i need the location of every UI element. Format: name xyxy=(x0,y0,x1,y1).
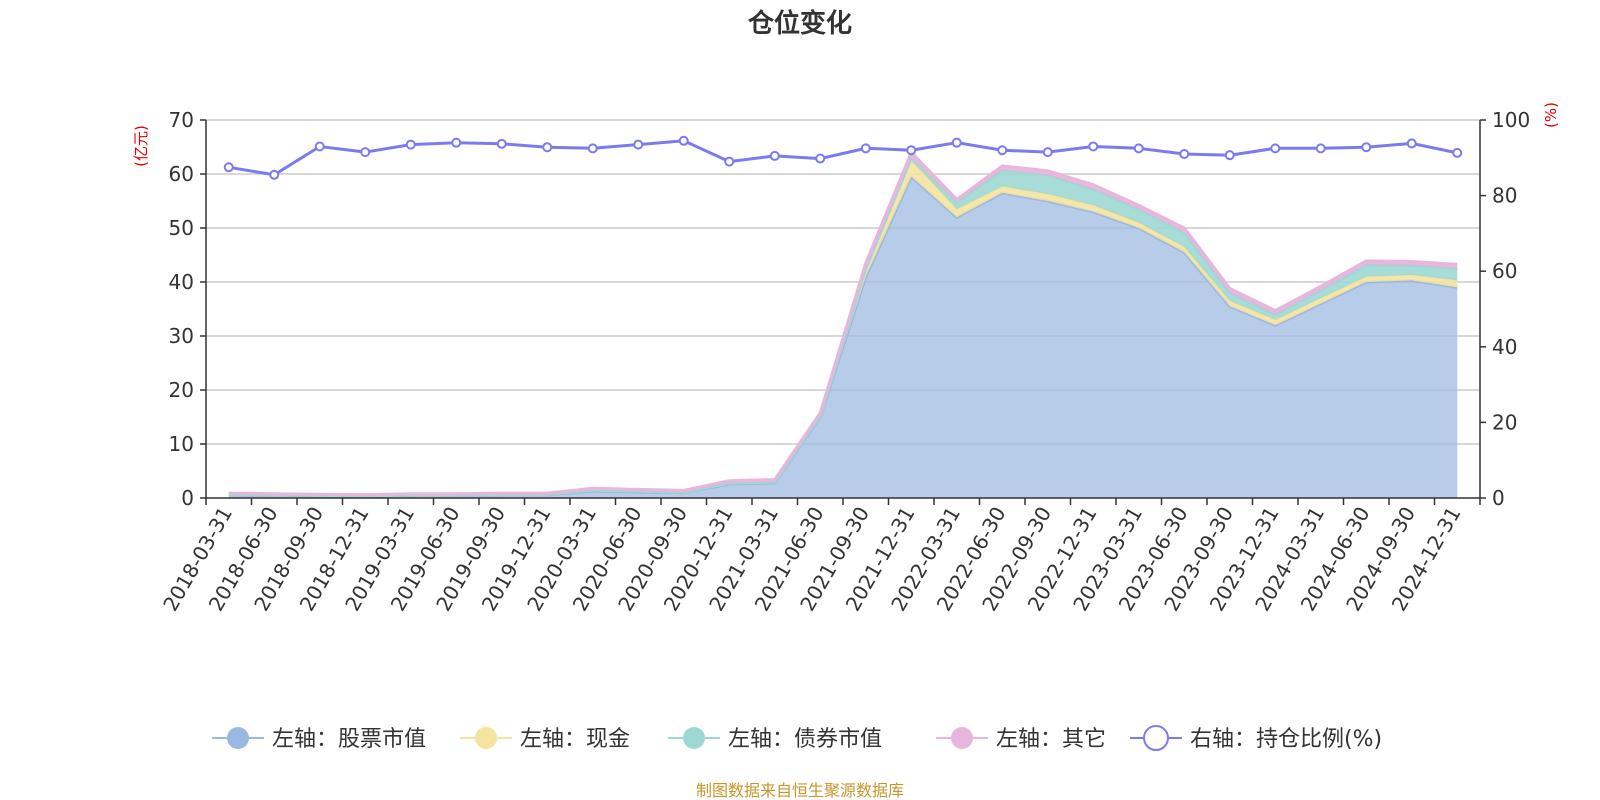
line-point xyxy=(314,141,325,152)
stacked-areas xyxy=(228,149,1458,498)
left-tick-label: 50 xyxy=(169,216,194,240)
line-point xyxy=(1452,147,1463,158)
line-point xyxy=(1315,143,1326,154)
right-axis-unit: (%) xyxy=(1542,102,1560,128)
left-tick-label: 0 xyxy=(181,486,194,510)
left-tick-label: 60 xyxy=(169,162,194,186)
right-tick-label: 80 xyxy=(1492,184,1517,208)
left-tick-label: 40 xyxy=(169,270,194,294)
left-tick-label: 10 xyxy=(169,432,194,456)
line-point xyxy=(1270,143,1281,154)
line-point xyxy=(860,143,871,154)
legend-marker xyxy=(683,727,705,749)
line-point xyxy=(542,142,553,153)
line-point xyxy=(1179,149,1190,160)
area-series-edge-3 xyxy=(228,149,1458,497)
legend-label: 右轴：持仓比例(%) xyxy=(1190,727,1382,752)
line-point xyxy=(678,135,689,146)
legend-marker xyxy=(1143,725,1169,751)
left-axis-unit: (亿元) xyxy=(132,125,150,167)
line-point xyxy=(815,153,826,164)
line-point xyxy=(724,156,735,167)
legend: 左轴：股票市值 左轴：现金 左轴：债券市值 左轴：其它 右轴：持仓比例(%) xyxy=(212,725,1382,752)
line-point xyxy=(633,139,644,150)
legend-label: 左轴：其它 xyxy=(996,727,1106,752)
ratio-line-layer xyxy=(223,135,1463,180)
line-point xyxy=(405,139,416,150)
line-point xyxy=(906,145,917,156)
left-tick-label: 20 xyxy=(169,378,194,402)
line-point xyxy=(1088,141,1099,152)
line-point xyxy=(1133,143,1144,154)
right-tick-label: 60 xyxy=(1492,259,1517,283)
left-tick-label: 70 xyxy=(169,108,194,132)
line-point xyxy=(769,150,780,161)
left-tick-label: 30 xyxy=(169,324,194,348)
line-point xyxy=(1224,150,1235,161)
right-tick-label: 100 xyxy=(1492,108,1530,132)
line-point xyxy=(1406,138,1417,149)
line-point xyxy=(1042,147,1053,158)
line-point xyxy=(587,143,598,154)
legend-marker xyxy=(475,727,497,749)
source-note: 制图数据来自恒生聚源数据库 xyxy=(696,781,904,800)
line-point xyxy=(451,137,462,148)
line-point xyxy=(223,162,234,173)
legend-label: 左轴：现金 xyxy=(520,727,630,752)
line-point xyxy=(360,147,371,158)
line-point xyxy=(269,169,280,180)
area-series-0 xyxy=(228,176,1458,498)
line-point xyxy=(1361,142,1372,153)
legend-marker xyxy=(951,727,973,749)
legend-marker xyxy=(227,727,249,749)
chart-title: 仓位变化 xyxy=(747,8,852,39)
right-tick-label: 20 xyxy=(1492,410,1517,434)
legend-label: 左轴：股票市值 xyxy=(272,727,426,752)
line-point xyxy=(496,138,507,149)
right-tick-label: 40 xyxy=(1492,335,1517,359)
line-series-4 xyxy=(228,139,1458,177)
legend-label: 左轴：债券市值 xyxy=(728,727,882,752)
line-point xyxy=(997,145,1008,156)
right-tick-label: 0 xyxy=(1492,486,1505,510)
line-point xyxy=(951,137,962,148)
